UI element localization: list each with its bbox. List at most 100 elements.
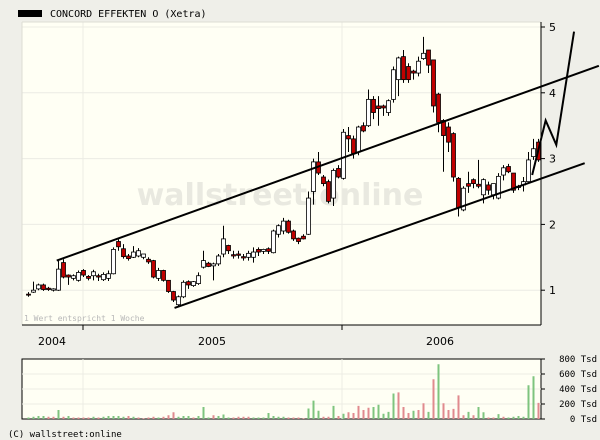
volume-bar bbox=[352, 413, 355, 419]
candle-body bbox=[76, 272, 81, 281]
volume-bar bbox=[87, 417, 90, 419]
candle bbox=[281, 217, 286, 235]
candle bbox=[311, 158, 316, 205]
candle-body bbox=[196, 275, 201, 285]
legend-label: CONCORD EFFEKTEN O (Xetra) bbox=[50, 9, 207, 20]
candle bbox=[186, 280, 191, 289]
candle-body bbox=[441, 120, 446, 136]
candle-body bbox=[226, 245, 231, 252]
candle-body bbox=[326, 181, 331, 202]
volume-bar bbox=[177, 416, 180, 419]
price-plot-area bbox=[22, 22, 541, 325]
candle-body bbox=[386, 100, 391, 113]
candle bbox=[531, 138, 536, 160]
candle-body bbox=[481, 179, 486, 196]
x-axis-ticks bbox=[82, 325, 343, 330]
volume-bar bbox=[382, 413, 385, 419]
candle-body bbox=[246, 252, 251, 258]
volume-y-ticks: 0 Tsd 200 Tsd 400 Tsd 600 Tsd 800 Tsd bbox=[541, 355, 597, 425]
candle-body bbox=[256, 249, 261, 253]
legend-swatch bbox=[18, 10, 42, 17]
candle bbox=[291, 229, 296, 241]
volume-bar bbox=[307, 408, 310, 419]
candle bbox=[151, 259, 156, 279]
volume-bar bbox=[217, 416, 220, 419]
candle-body bbox=[271, 230, 276, 254]
candle bbox=[331, 168, 336, 206]
volume-bar bbox=[92, 416, 95, 419]
volume-bar bbox=[517, 416, 520, 419]
candle bbox=[216, 254, 221, 266]
trend-line bbox=[56, 64, 600, 262]
candle-body bbox=[446, 126, 451, 143]
candle bbox=[256, 247, 261, 256]
candle-body bbox=[476, 183, 481, 187]
candle bbox=[191, 280, 196, 287]
volume-bar bbox=[212, 415, 215, 419]
volume-bar bbox=[102, 416, 105, 419]
volume-bar bbox=[322, 416, 325, 419]
candle bbox=[401, 50, 406, 83]
candle-body bbox=[371, 98, 376, 113]
volume-bar bbox=[107, 416, 110, 419]
candle-body bbox=[36, 284, 41, 290]
candle-body bbox=[231, 254, 236, 257]
volume-tick-label: 600 Tsd bbox=[559, 370, 597, 380]
candle-body bbox=[486, 184, 491, 191]
candle bbox=[391, 66, 396, 103]
volume-bar bbox=[277, 416, 280, 419]
candle-body bbox=[491, 183, 496, 196]
candle bbox=[221, 225, 226, 258]
volume-bar bbox=[257, 417, 260, 419]
candle bbox=[386, 99, 391, 116]
price-tick-label: 5 bbox=[549, 21, 556, 34]
candle bbox=[381, 104, 386, 116]
candle bbox=[426, 49, 431, 74]
candle-body bbox=[121, 248, 126, 258]
candle bbox=[376, 96, 381, 126]
price-gridlines bbox=[22, 22, 541, 325]
candle bbox=[96, 273, 101, 281]
volume-bar bbox=[97, 417, 100, 419]
watermark: wallstreet:online bbox=[137, 178, 424, 213]
candle-body bbox=[501, 167, 506, 176]
candle-body bbox=[451, 133, 456, 178]
candle bbox=[131, 246, 136, 258]
volume-bar bbox=[337, 416, 340, 419]
candle-body bbox=[126, 255, 131, 260]
volume-bar bbox=[317, 410, 320, 419]
candle bbox=[36, 283, 41, 291]
volume-bar bbox=[387, 411, 390, 419]
candle bbox=[46, 286, 51, 291]
candle bbox=[196, 272, 201, 285]
candle bbox=[346, 127, 351, 153]
volume-bar bbox=[357, 405, 360, 419]
volume-bar bbox=[152, 416, 155, 419]
volume-bar bbox=[482, 412, 485, 419]
volume-bar bbox=[57, 410, 60, 419]
candle bbox=[206, 261, 211, 268]
candle-body bbox=[151, 260, 156, 278]
projection-line bbox=[531, 31, 576, 176]
volume-bar bbox=[522, 416, 525, 419]
candle-body bbox=[131, 251, 136, 258]
candle bbox=[271, 229, 276, 254]
candle bbox=[41, 283, 46, 291]
candle bbox=[181, 280, 186, 299]
volume-bar bbox=[142, 418, 145, 419]
candle bbox=[26, 292, 31, 297]
candle-body bbox=[186, 281, 191, 286]
candle-body bbox=[96, 275, 101, 278]
candle-body bbox=[276, 225, 281, 235]
volume-bar bbox=[32, 416, 35, 419]
volume-tick-label: 0 Tsd bbox=[570, 415, 597, 425]
volume-bar bbox=[137, 417, 140, 419]
candle-body bbox=[201, 260, 206, 268]
volume-bar bbox=[492, 417, 495, 419]
candle bbox=[451, 132, 456, 182]
volume-bar bbox=[477, 407, 480, 419]
volume-bar bbox=[227, 417, 230, 419]
price-tick-label: 3 bbox=[549, 153, 556, 166]
volume-bar bbox=[532, 376, 535, 419]
